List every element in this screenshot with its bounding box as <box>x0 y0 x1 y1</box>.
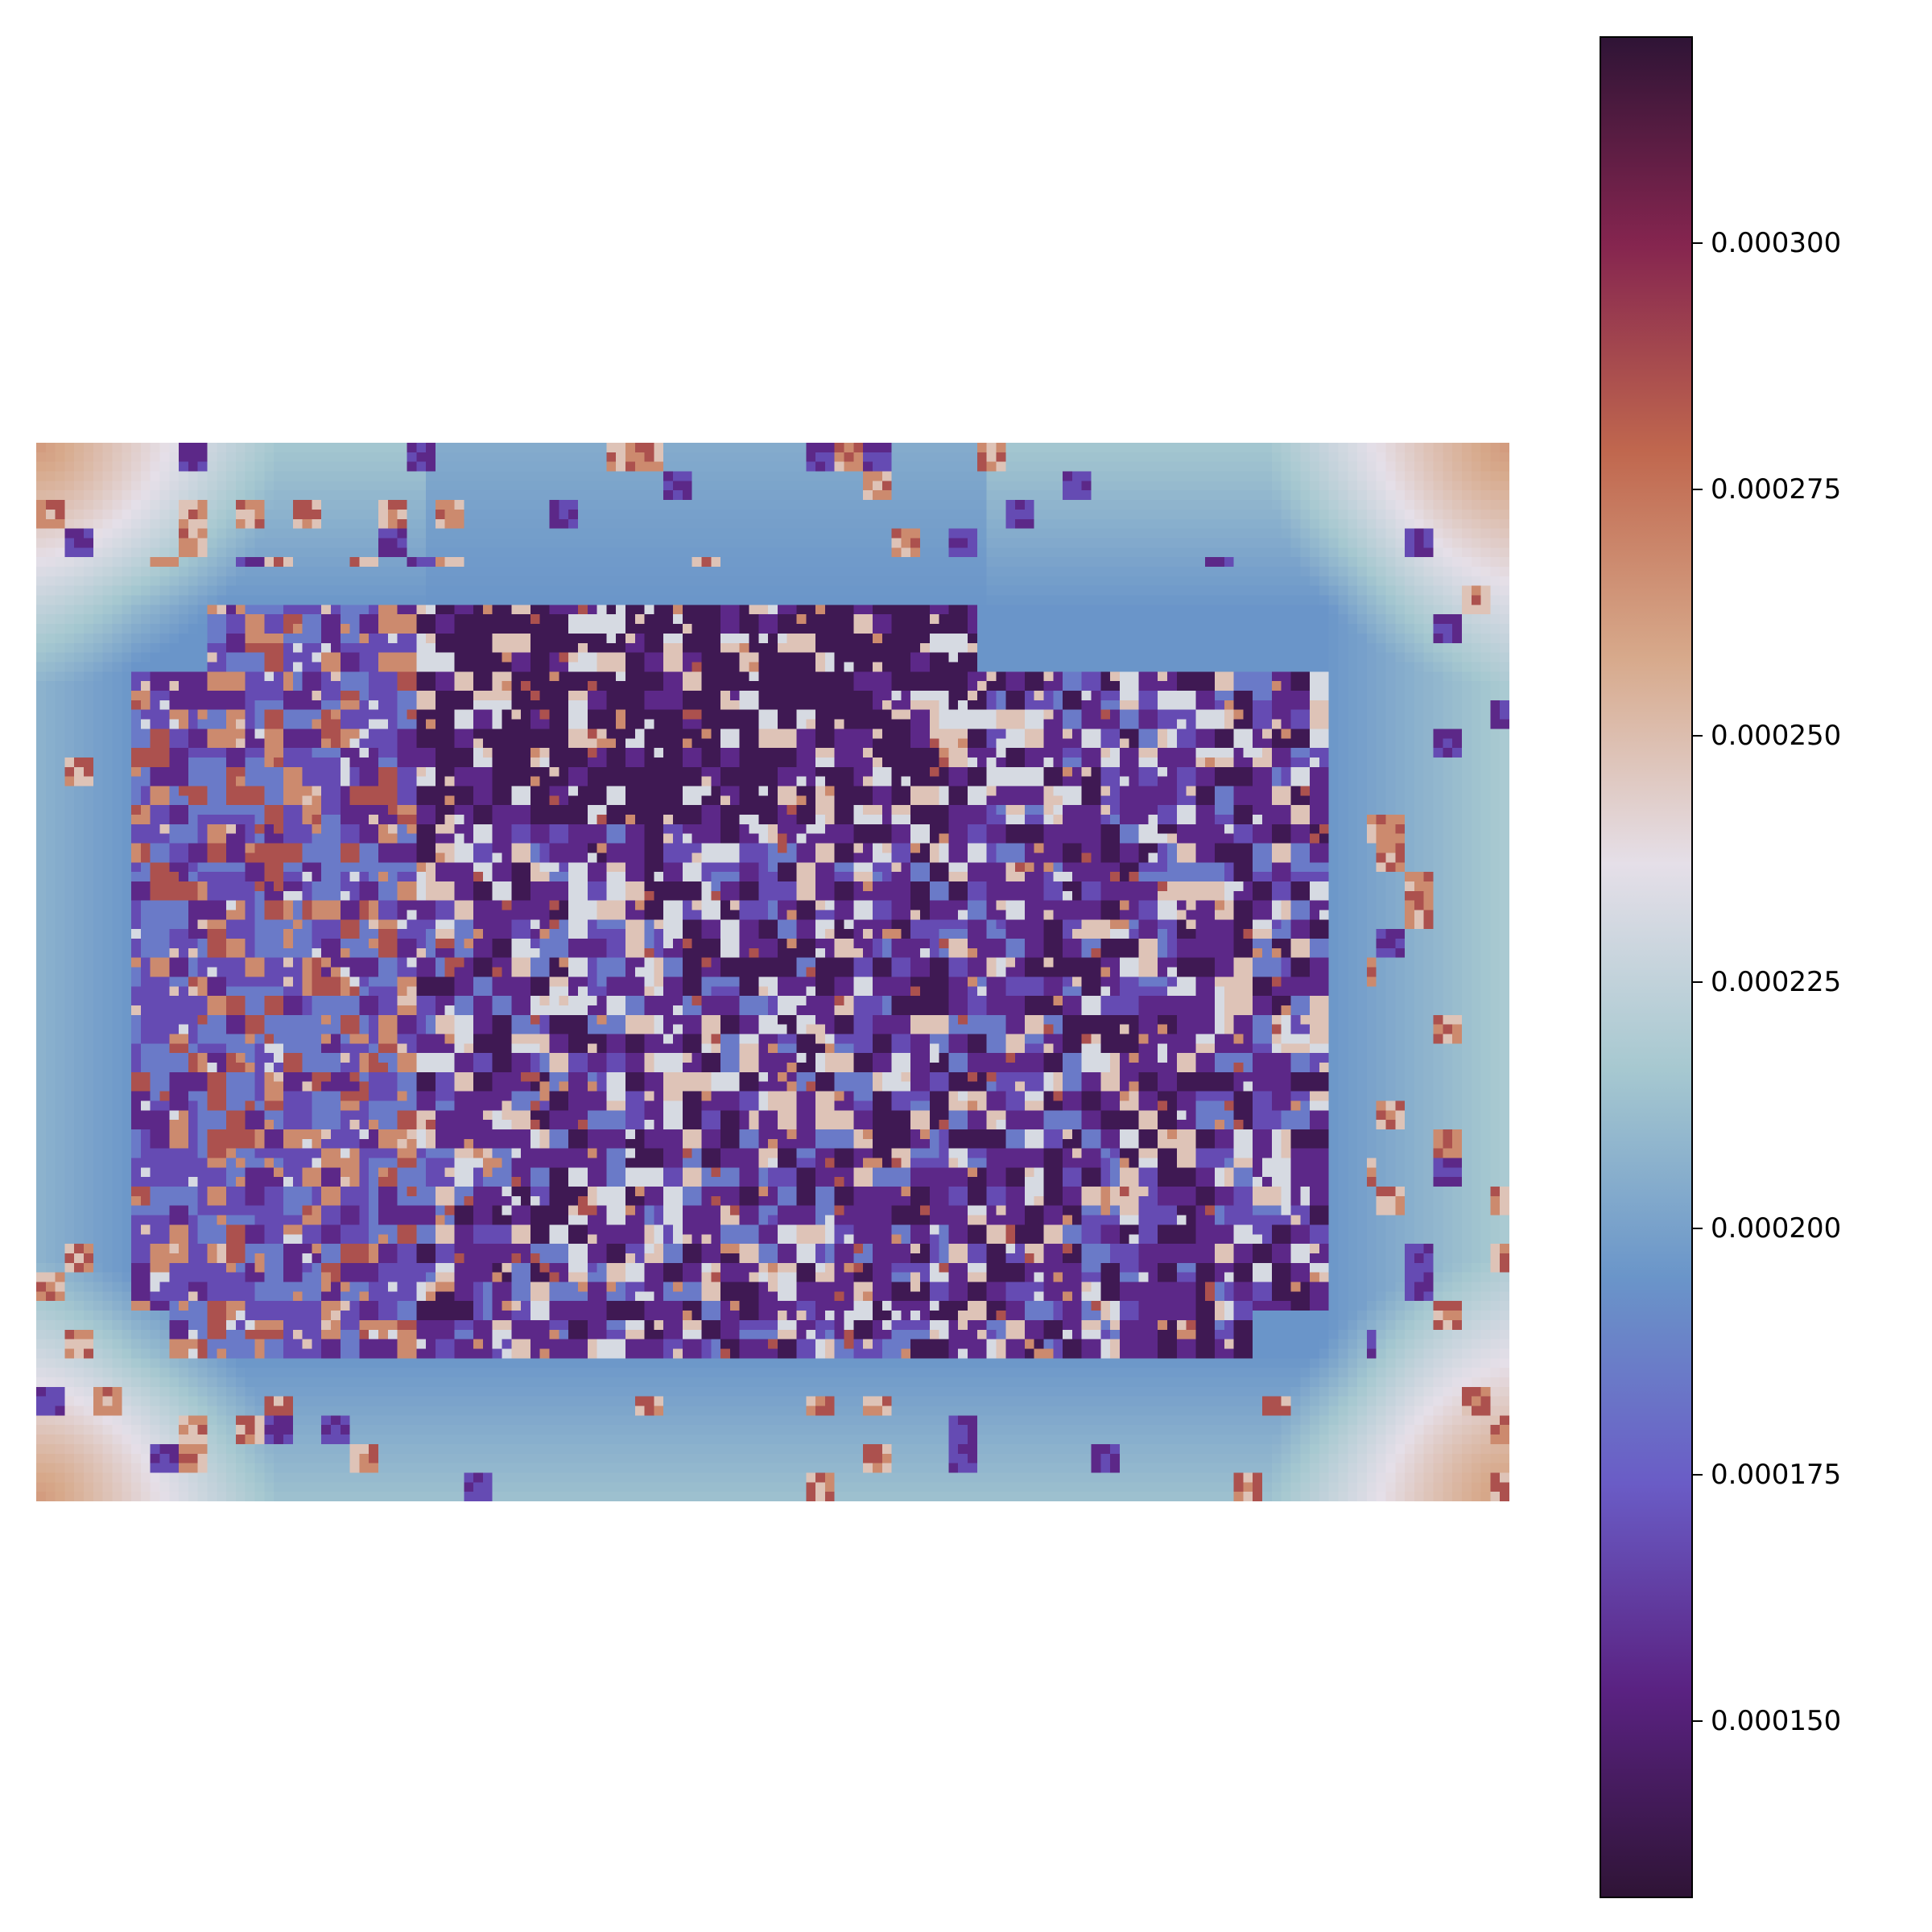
colorbar-tick-mark <box>1691 980 1703 983</box>
colorbar <box>1600 36 1693 1898</box>
colorbar-tick-label: 0.000225 <box>1711 965 1842 998</box>
colorbar-tick-label: 0.000150 <box>1711 1704 1842 1737</box>
colorbar-tick-mark <box>1691 488 1703 490</box>
colorbar-tick-mark <box>1691 1719 1703 1722</box>
colorbar-tick-mark <box>1691 1473 1703 1476</box>
colorbar-tick-label: 0.000175 <box>1711 1458 1842 1491</box>
colorbar-tick-label: 0.000200 <box>1711 1212 1842 1245</box>
heatmap-image <box>36 443 1509 1501</box>
colorbar-tick-mark <box>1691 734 1703 737</box>
colorbar-tick-mark <box>1691 1227 1703 1229</box>
colorbar-tick-label: 0.000275 <box>1711 473 1842 506</box>
colorbar-tick-label: 0.000300 <box>1711 227 1842 259</box>
colorbar-tick-mark <box>1691 242 1703 244</box>
colorbar-tick-label: 0.000250 <box>1711 719 1842 752</box>
